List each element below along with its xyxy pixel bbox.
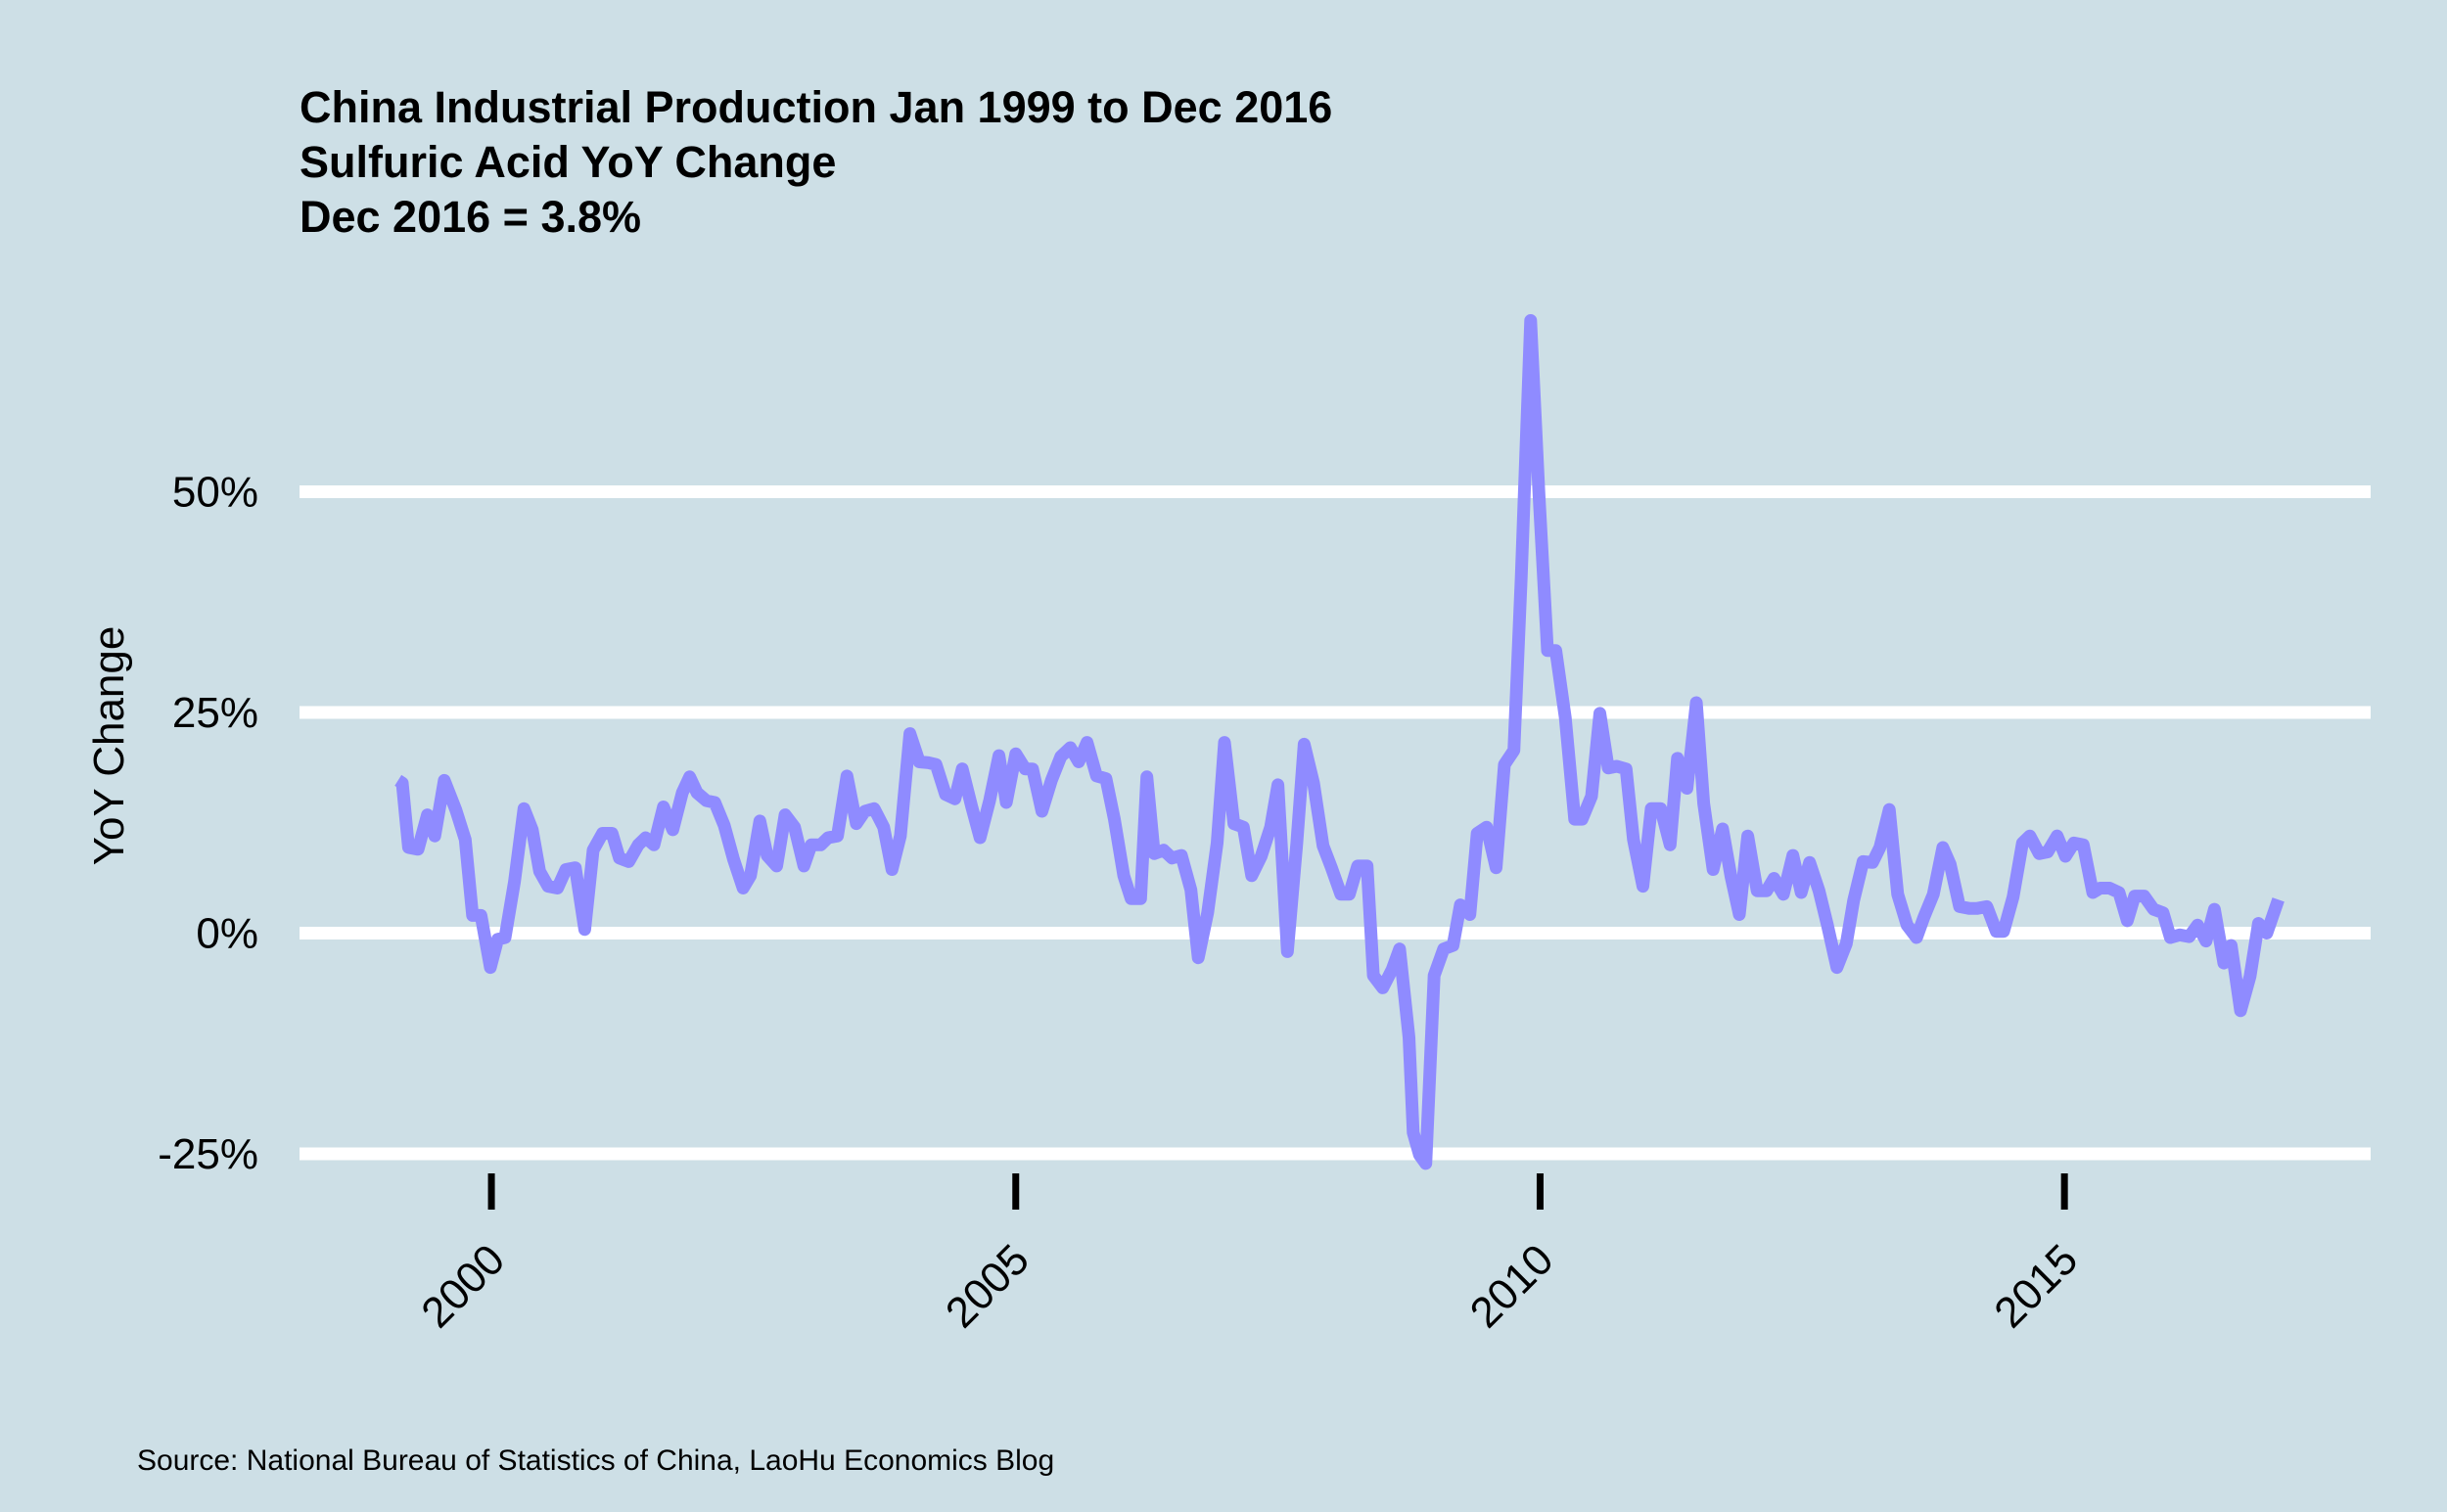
y-tick-label: -25% [158, 1130, 258, 1178]
source-note: Source: National Bureau of Statistics of… [137, 1444, 1054, 1477]
y-axis-title: YoY Change [85, 626, 133, 866]
y-tick-label: 25% [172, 689, 258, 737]
chart-subtitle: Sulfuric Acid YoY Change [300, 137, 836, 187]
chart-subtitle: Dec 2016 = 3.8% [300, 192, 641, 242]
y-tick-label: 0% [196, 909, 258, 957]
data-line [394, 314, 2285, 1170]
y-tick-label: 50% [172, 468, 258, 516]
chart-title: China Industrial Production Jan 1999 to … [300, 82, 1332, 132]
